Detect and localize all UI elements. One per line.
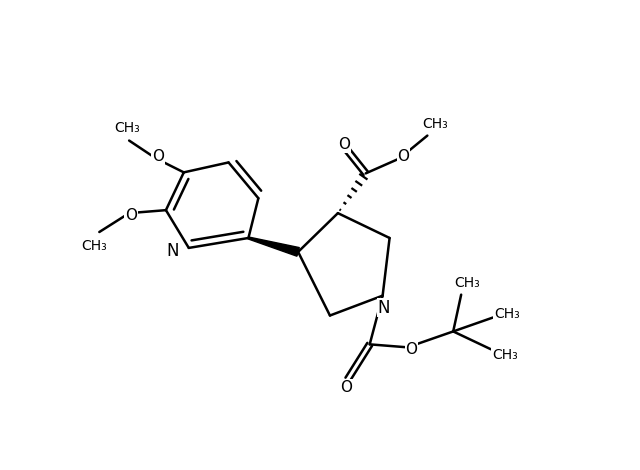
Text: CH₃: CH₃ xyxy=(115,121,140,134)
Text: O: O xyxy=(397,149,410,164)
Text: CH₃: CH₃ xyxy=(81,239,108,253)
Text: CH₃: CH₃ xyxy=(422,117,448,131)
Text: CH₃: CH₃ xyxy=(494,306,520,321)
Text: CH₃: CH₃ xyxy=(454,276,480,290)
Polygon shape xyxy=(248,237,300,256)
Text: CH₃: CH₃ xyxy=(492,348,518,362)
Text: O: O xyxy=(152,149,164,164)
Text: O: O xyxy=(340,380,352,395)
Text: N: N xyxy=(166,242,179,260)
Text: O: O xyxy=(338,137,350,152)
Text: O: O xyxy=(125,208,137,223)
Text: O: O xyxy=(406,342,417,357)
Text: N: N xyxy=(378,298,390,317)
